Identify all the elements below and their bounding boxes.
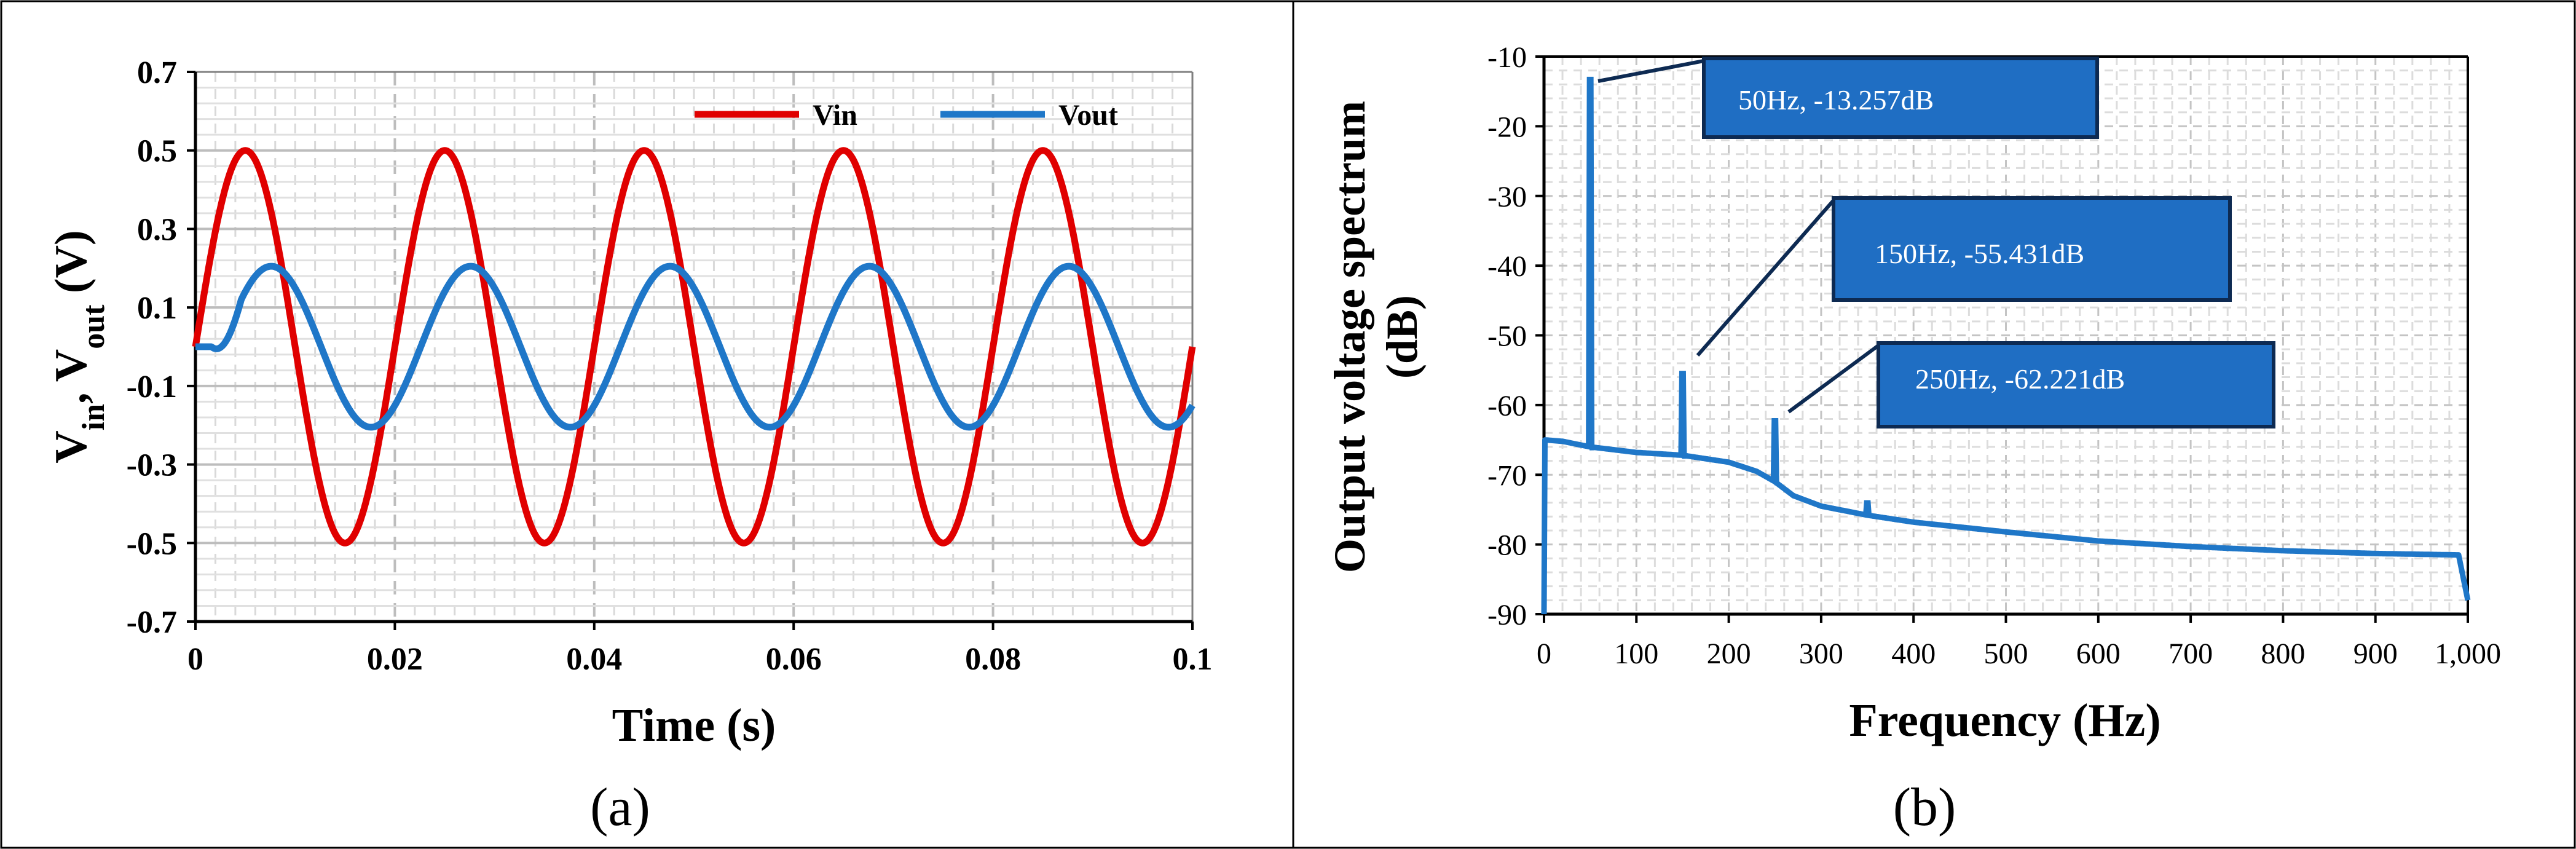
y-tick-label: -0.1	[127, 369, 177, 405]
y-tick-label: -80	[1487, 529, 1527, 562]
panel-b: 0 100 200 300 400 500 600 700 800 900 1,000 -90 -80…	[1325, 41, 2501, 837]
y-tick-label: -40	[1487, 250, 1527, 283]
panel-b-y-ticks: -90 -80 -70 -60 -50 -40 -30 -20 -10	[1487, 41, 1544, 631]
y-tick-label: -0.5	[127, 526, 177, 561]
spectrum-peak	[1863, 500, 1872, 516]
legend-label-vout: Vout	[1058, 99, 1118, 132]
x-tick-label: 0.04	[566, 642, 622, 677]
x-tick-label: 300	[1799, 638, 1843, 670]
y-tick-label: 0.1	[137, 291, 177, 326]
x-tick-label: 0.02	[367, 642, 423, 677]
panel-a-legend: Vin Vout	[695, 99, 1118, 132]
series-line-vout	[192, 263, 1195, 431]
panel-b-annotations: 50Hz, -13.257dB 150Hz, -55.431dB 250Hz, -6…	[1597, 57, 2275, 428]
series-line-vin	[192, 147, 1196, 547]
panel-b-x-axis-label: Frequency (Hz)	[1849, 695, 2160, 746]
panel-a-series	[192, 147, 1196, 547]
annotation-box	[1702, 57, 2099, 139]
x-tick-label: 0.06	[766, 642, 822, 677]
y-tick-label: 0.3	[137, 212, 177, 247]
panel-a-y-ticks: -0.7 -0.5 -0.3 -0.1 0.1 0.3 0.5 0.7	[127, 55, 195, 640]
x-tick-label: 100	[1614, 638, 1658, 670]
panel-a-label: (a)	[590, 778, 650, 837]
y-tick-label: -20	[1487, 111, 1527, 143]
y-tick-label: 0.5	[137, 134, 177, 169]
annotation-label: 150Hz, -55.431dB	[1875, 238, 2084, 269]
spectrum-peak	[1678, 371, 1687, 459]
panel-b-y-axis-label-line1: Output voltage spectrum	[1325, 101, 1374, 573]
annotation-label: 50Hz, -13.257dB	[1738, 84, 1934, 116]
panel-b-grid	[1544, 57, 2468, 614]
y-tick-label: -50	[1487, 320, 1527, 353]
x-tick-label: 0.1	[1173, 642, 1213, 677]
y-tick-label: 0.7	[137, 55, 177, 90]
x-tick-label: 0.08	[965, 642, 1021, 677]
x-tick-label: 800	[2261, 638, 2305, 670]
panel-b-label: (b)	[1893, 778, 1956, 837]
panel-a-y-axis-label: Vin, Vout (V)	[46, 230, 111, 463]
annotation-box	[1877, 341, 2275, 428]
y-tick-label: -0.3	[127, 448, 177, 483]
y-tick-label: -30	[1487, 181, 1527, 213]
panel-b-y-axis-label-line2: (dB)	[1377, 295, 1427, 379]
legend-label-vin: Vin	[813, 99, 857, 132]
panel-b-series	[1541, 76, 2471, 615]
annotation-leader-line	[1696, 199, 1835, 357]
spectrum-peak	[1586, 76, 1595, 451]
x-tick-label: 1,000	[2435, 638, 2501, 670]
annotation-label: 250Hz, -62.221dB	[1915, 363, 2125, 395]
annotation-box	[1832, 196, 2232, 302]
panel-a-x-axis-label: Time (s)	[612, 700, 776, 751]
panel-b-x-ticks: 0 100 200 300 400 500 600 700 800 900 1,000	[1537, 614, 2501, 670]
x-tick-label: 500	[1984, 638, 2028, 670]
x-tick-label: 0	[1537, 638, 1551, 670]
y-tick-label: -90	[1487, 599, 1527, 631]
panel-a-x-ticks: 0 0.02 0.04 0.06 0.08 0.1	[187, 622, 1213, 677]
y-tick-label: -10	[1487, 41, 1527, 74]
y-tick-label: -70	[1487, 459, 1527, 492]
x-tick-label: 900	[2353, 638, 2398, 670]
x-tick-label: 0	[187, 642, 203, 677]
annotation-leader-line	[1597, 59, 1704, 83]
spectrum-peak	[1770, 418, 1779, 486]
x-tick-label: 200	[1707, 638, 1751, 670]
y-tick-label: -60	[1487, 390, 1527, 422]
y-tick-label: -0.7	[127, 605, 177, 640]
x-tick-label: 700	[2168, 638, 2213, 670]
x-tick-label: 600	[2076, 638, 2121, 670]
x-tick-label: 400	[1891, 638, 1936, 670]
panel-a: 0 0.02 0.04 0.06 0.08 0.1 -0.7 -0.5 -0.3 -0.1 0.1…	[46, 55, 1213, 837]
spectrum-floor-line	[1541, 437, 2471, 615]
annotation-leader-line	[1787, 344, 1880, 414]
